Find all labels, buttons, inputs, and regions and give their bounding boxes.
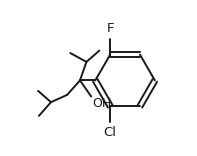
Text: Cl: Cl (104, 126, 117, 139)
Text: OH: OH (92, 97, 111, 110)
Text: F: F (106, 22, 114, 35)
